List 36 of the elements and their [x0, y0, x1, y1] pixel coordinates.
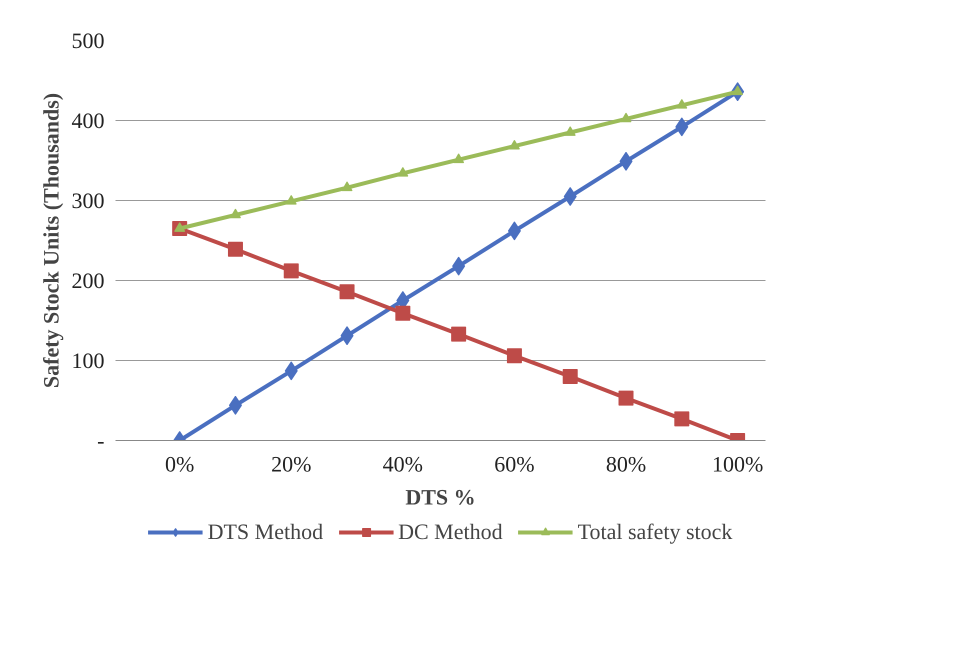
point [564, 187, 577, 206]
point [286, 195, 297, 205]
point [342, 181, 353, 192]
y-tick-label: 400 [72, 108, 104, 133]
point [620, 112, 632, 122]
point [340, 284, 355, 300]
point [451, 326, 466, 342]
y-tick-label: 300 [72, 188, 104, 213]
y-tick-label: 200 [72, 268, 104, 293]
point [676, 99, 688, 109]
point [506, 348, 522, 364]
y-axis-title: Safety Stock Units (Thousands) [38, 92, 64, 388]
y-tick-label: 100 [72, 348, 104, 373]
point [228, 242, 243, 257]
x-axis-title: DTS % [405, 484, 476, 510]
point [230, 208, 241, 218]
x-tick-label: 60% [494, 452, 535, 476]
x-tick-label: 20% [271, 452, 312, 476]
point [564, 126, 576, 136]
x-tick-label: 40% [382, 452, 424, 476]
point [284, 263, 299, 278]
point [453, 153, 464, 164]
legend-label: DTS Method [208, 519, 324, 545]
y-tick-label: - [97, 428, 104, 453]
point [397, 167, 408, 177]
point [508, 140, 520, 150]
point [618, 390, 634, 406]
legend-label: DC Method [398, 519, 503, 545]
point [562, 369, 578, 384]
x-tick-label: 80% [606, 452, 646, 476]
x-tick-label: 0% [165, 452, 194, 476]
point [395, 306, 410, 321]
y-tick-label: 500 [72, 28, 104, 53]
x-tick-label: 100% [712, 452, 764, 476]
legend-label: Total safety stock [578, 519, 732, 545]
point [674, 411, 690, 426]
